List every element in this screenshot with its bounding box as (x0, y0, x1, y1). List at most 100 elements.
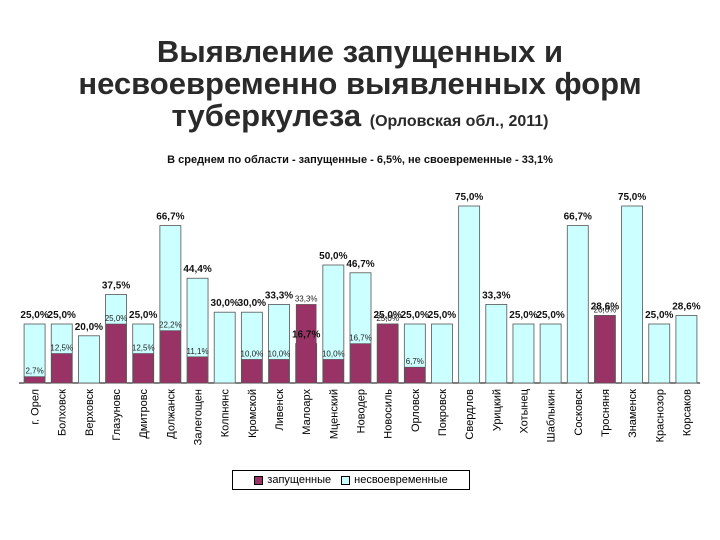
bar-launched (160, 330, 181, 384)
x-tick-label: Болховск (57, 389, 69, 436)
data-label-late: 25,0% (645, 310, 673, 321)
bar-launched (105, 323, 127, 384)
data-label-late: 25,0% (373, 310, 401, 321)
chart-title: Выявление запущенных и несвоевременно вы… (0, 36, 720, 138)
data-label-launched: 10,0% (268, 349, 291, 358)
x-tick-label: Колпнянс (220, 389, 232, 438)
data-label-launched: 11,1% (186, 347, 208, 356)
title-line-2: несвоевременно выявленных форм (78, 66, 642, 101)
x-tick-label: Свердлов (464, 389, 476, 440)
data-label-late: 25,0% (536, 310, 564, 321)
data-label-late: 30,0% (211, 298, 239, 309)
data-label-launched: 25,0% (376, 314, 399, 323)
x-tick-label: Кромской (247, 389, 259, 438)
bar-launched (241, 359, 263, 384)
data-label-launched: 12,5% (132, 344, 155, 353)
bar-late (648, 323, 671, 384)
legend-label-launched: запущенные (267, 474, 332, 486)
bar-late (675, 315, 698, 384)
bar-late (485, 304, 508, 384)
x-tick-label: Глазуновс (111, 389, 123, 441)
data-label-launched: 33,3% (295, 294, 318, 303)
data-label-late: 20,0% (75, 322, 103, 333)
x-tick-label: Шаблыкин (546, 389, 558, 442)
bar-launched (187, 356, 208, 384)
legend-swatch-launched (254, 475, 264, 485)
x-tick-label: Урицкий (491, 389, 503, 431)
data-label-late: 50,0% (319, 251, 347, 262)
data-label-launched: 12,5% (50, 344, 73, 353)
bar-launched (268, 359, 290, 384)
x-tick-label: Малоарх (301, 389, 313, 435)
data-label-late: 25,0% (129, 310, 157, 321)
x-tick-label: Тросняня (600, 389, 612, 437)
x-tick-label: Должанск (165, 389, 177, 439)
bar-late (512, 323, 535, 384)
bar-launched (51, 353, 73, 384)
legend-item-late: несвоевременные (341, 474, 448, 486)
data-label-late: 25,0% (401, 310, 429, 321)
x-tick-label: Ливенск (274, 389, 286, 431)
title-line-1: Выявление запущенных и (156, 34, 564, 69)
data-label-late: 25,0% (509, 310, 537, 321)
data-label-launched: 10,0% (322, 349, 345, 358)
data-label-launched: 6,7% (406, 357, 424, 366)
data-label-late: 75,0% (618, 192, 646, 203)
bar-launched (350, 343, 371, 384)
bar-launched (404, 366, 426, 384)
data-label-launched: 2,7% (25, 367, 43, 376)
x-tick-label: Орловск (410, 389, 422, 432)
data-label-launched: 25,0% (105, 314, 128, 323)
x-tick-label: Покровск (437, 389, 449, 436)
legend-item-launched: запущенные (254, 474, 331, 486)
bar-launched (323, 359, 344, 384)
data-label-late: 66,7% (564, 212, 592, 223)
bar-launched (295, 304, 317, 384)
bar-launched (24, 376, 45, 384)
x-tick-label: Новосиль (383, 389, 395, 439)
x-tick-label: Хотынец (518, 388, 530, 433)
data-label-late: 44,4% (183, 264, 211, 275)
x-tick-label: Дмитровс (138, 389, 150, 439)
x-tick-label: Корсаков (681, 389, 693, 436)
legend-swatch-late (341, 475, 351, 485)
bar-launched (132, 353, 154, 384)
x-tick-label: Сосковск (573, 389, 585, 436)
data-label-late: 30,0% (238, 298, 266, 309)
data-label-launched: 22,2% (159, 321, 182, 330)
chart-subtitle: В среднем по области - запущенные - 6,5%… (167, 154, 553, 166)
data-label-late: 25,0% (428, 310, 456, 321)
data-label-launched: 16,7% (349, 334, 372, 343)
bar-launched (594, 315, 616, 384)
x-tick-label: Новодер (356, 389, 368, 433)
data-label-late: 33,3% (265, 290, 293, 301)
data-label-late: 28,6% (591, 302, 619, 313)
data-label-late: 37,5% (102, 281, 130, 292)
bar-late (458, 205, 481, 384)
data-label-late: 66,7% (156, 212, 184, 223)
bar-late (213, 311, 236, 384)
x-tick-label: Залегощен (193, 389, 205, 445)
data-label-late: 28,6% (672, 302, 700, 313)
bar-late (539, 323, 562, 384)
x-tick-label: Краснозор (654, 389, 666, 442)
data-label-late: 25,0% (48, 310, 76, 321)
bar-launched (377, 323, 398, 384)
bar-late (78, 335, 100, 384)
bar-late (431, 323, 453, 384)
legend-label-late: несвоевременные (354, 474, 448, 486)
title-line-3: туберкулеза (171, 98, 362, 133)
data-label-launched: 26,6% (594, 306, 617, 315)
title-region: (Орловская обл., 2011) (369, 113, 549, 130)
data-label-late: 16,7% (292, 330, 320, 341)
legend: запущенные несвоевременные (232, 470, 470, 490)
x-tick-label: Верховск (84, 389, 96, 436)
data-label-launched: 10,0% (241, 349, 264, 358)
data-label-late: 25,0% (20, 310, 48, 321)
data-label-late: 46,7% (346, 259, 374, 270)
data-label-late: 33,3% (482, 290, 510, 301)
x-tick-label: Знаменск (627, 389, 639, 438)
bar-late (621, 205, 643, 384)
bar-late (566, 225, 589, 384)
